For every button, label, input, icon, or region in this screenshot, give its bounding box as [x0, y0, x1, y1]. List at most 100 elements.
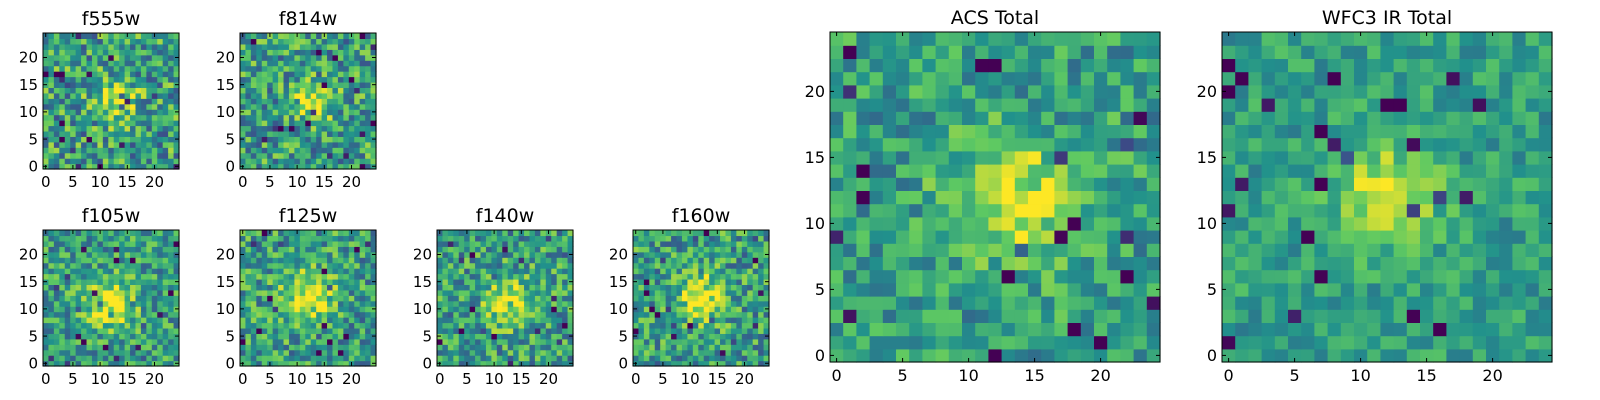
heatmap-cell	[681, 355, 688, 362]
heatmap-cell	[464, 257, 471, 264]
heatmap-cell	[529, 355, 536, 362]
heatmap-cell	[272, 98, 279, 105]
heatmap-cell	[1261, 348, 1276, 363]
heatmap-cell	[1001, 296, 1016, 310]
heatmap-cell	[518, 317, 525, 324]
heatmap-cell	[348, 81, 355, 88]
heatmap-cell	[545, 268, 552, 275]
heatmap-cell	[162, 87, 169, 94]
heatmap-cell	[469, 349, 476, 356]
heatmap-cell	[1014, 296, 1029, 310]
heatmap-cell	[256, 152, 263, 159]
heatmap-cell	[102, 92, 109, 99]
heatmap-cell	[671, 235, 678, 242]
heatmap-cell	[81, 33, 88, 40]
heatmap-cell	[1538, 309, 1553, 323]
heatmap-cell	[643, 273, 650, 280]
heatmap-cell	[709, 349, 716, 356]
heatmap-cell	[146, 360, 153, 367]
heatmap-cell	[1067, 203, 1082, 218]
heatmap-cell	[119, 49, 126, 56]
heatmap-cell	[337, 43, 344, 50]
heatmap-cell	[534, 262, 541, 269]
heatmap-cell	[856, 309, 871, 323]
heatmap-cell	[1340, 256, 1355, 271]
heatmap-cell	[534, 338, 541, 345]
y-tick-label: 10	[413, 300, 432, 318]
heatmap-cell	[245, 327, 252, 334]
heatmap-cell	[1406, 296, 1421, 310]
heatmap-cell	[59, 152, 66, 159]
heatmap-cell	[1094, 296, 1108, 310]
heatmap-cell	[305, 246, 312, 253]
heatmap-cell	[1054, 190, 1069, 205]
heatmap-cell	[240, 295, 247, 302]
heatmap-cell	[830, 203, 844, 218]
heatmap-cell	[310, 360, 317, 367]
heatmap-cell	[310, 230, 317, 237]
heatmap-cell	[70, 130, 77, 137]
heatmap-cell	[348, 152, 355, 159]
heatmap-cell	[720, 295, 727, 302]
heatmap-cell	[681, 349, 688, 356]
heatmap-cell	[64, 246, 71, 253]
heatmap-cell	[124, 355, 131, 362]
heatmap-cell	[1235, 296, 1249, 310]
heatmap-cell	[1512, 269, 1527, 284]
heatmap-cell	[75, 125, 82, 132]
heatmap-cell	[480, 246, 487, 253]
heatmap-cell	[437, 295, 444, 302]
heatmap-cell	[81, 344, 88, 351]
heatmap-cell	[102, 136, 109, 143]
heatmap-cell	[168, 322, 175, 329]
heatmap-cell	[278, 317, 285, 324]
y-tick-label: 10	[19, 300, 38, 318]
heatmap-cell	[75, 338, 82, 345]
heatmap-cell	[1380, 348, 1395, 363]
heatmap-cell	[327, 289, 334, 296]
heatmap-cell	[1094, 282, 1108, 297]
heatmap-cell	[725, 322, 732, 329]
heatmap-cell	[638, 251, 645, 258]
heatmap-cell	[359, 317, 366, 324]
heatmap-cell	[168, 33, 175, 40]
heatmap-cell	[151, 355, 158, 362]
x-tick-label: 5	[462, 370, 472, 388]
heatmap-cell	[151, 43, 158, 50]
heatmap-cell	[556, 235, 563, 242]
heatmap-cell	[909, 269, 923, 284]
heatmap-cell	[741, 327, 748, 334]
heatmap-cell	[649, 278, 656, 285]
heatmap-cell	[1014, 111, 1029, 125]
heatmap-cell	[551, 235, 558, 242]
heatmap-cell	[337, 306, 344, 313]
heatmap-cell	[157, 322, 164, 329]
heatmap-cell	[1054, 84, 1069, 99]
heatmap-cell	[665, 338, 672, 345]
heatmap-cell	[370, 295, 377, 302]
heatmap-cell	[64, 141, 71, 148]
heatmap-cell	[124, 120, 131, 127]
heatmap-cell	[305, 355, 312, 362]
heatmap-cell	[1433, 177, 1447, 191]
heatmap-cell	[643, 289, 650, 296]
heatmap-cell	[1080, 296, 1095, 310]
heatmap-cell	[48, 295, 55, 302]
heatmap-cell	[496, 268, 503, 275]
heatmap-cell	[453, 311, 460, 318]
heatmap-cell	[70, 295, 77, 302]
heatmap-cell	[173, 43, 180, 50]
heatmap-cell	[643, 322, 650, 329]
heatmap-cell	[1538, 190, 1553, 205]
heatmap-cell	[714, 349, 721, 356]
heatmap-cell	[453, 338, 460, 345]
heatmap-cell	[64, 120, 71, 127]
heatmap-cell	[261, 120, 268, 127]
heatmap-cell	[124, 240, 131, 247]
heatmap-cell	[714, 262, 721, 269]
heatmap-cell	[359, 284, 366, 291]
heatmap-cell	[681, 338, 688, 345]
heatmap-cell	[354, 235, 361, 242]
heatmap-cell	[741, 289, 748, 296]
